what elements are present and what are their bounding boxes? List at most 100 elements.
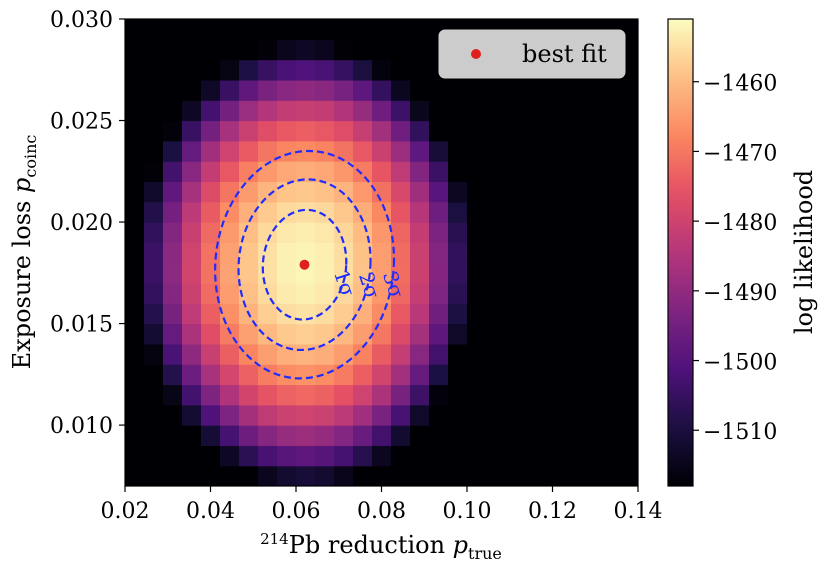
heatmap-cell <box>410 120 430 142</box>
heatmap-cell <box>353 343 373 365</box>
heatmap-cell <box>258 161 278 183</box>
heatmap-cell <box>600 242 620 264</box>
heatmap-cell <box>201 140 221 162</box>
heatmap-cell <box>315 282 335 304</box>
heatmap-cell <box>467 384 487 406</box>
heatmap-cell <box>448 242 468 264</box>
heatmap-cell <box>277 222 297 243</box>
heatmap-cell <box>277 161 297 183</box>
heatmap-cell <box>467 222 487 243</box>
heatmap-cell <box>239 404 259 426</box>
heatmap-cell <box>372 445 392 467</box>
heatmap-cell <box>524 201 544 223</box>
heatmap-cell <box>391 242 411 264</box>
heatmap-cell <box>334 262 354 284</box>
heatmap-cell <box>201 425 221 446</box>
heatmap-cell <box>524 79 544 101</box>
heatmap-cell <box>201 100 221 122</box>
colorbar-gradient <box>668 19 693 486</box>
heatmap-cell <box>144 39 164 61</box>
heatmap-cell <box>429 120 449 142</box>
heatmap-cell <box>182 19 202 40</box>
heatmap-cell <box>448 161 468 183</box>
heatmap-cell <box>619 465 638 486</box>
heatmap-cell <box>581 100 601 122</box>
heatmap-cell <box>220 79 240 101</box>
heatmap-cell <box>600 404 620 426</box>
heatmap-cell <box>163 282 183 304</box>
heatmap-cell <box>391 404 411 426</box>
heatmap-cell <box>296 465 316 486</box>
colorbar-tick-label: −1460 <box>703 72 777 97</box>
heatmap-cell <box>182 39 202 61</box>
heatmap-cell <box>258 222 278 243</box>
heatmap-cell <box>391 343 411 365</box>
heatmap-cell <box>372 282 392 304</box>
heatmap-cell <box>144 404 164 426</box>
heatmap-cell <box>543 201 563 223</box>
heatmap-cell <box>144 140 164 162</box>
best-fit-marker-group <box>299 259 310 270</box>
x-tick-label: 0.12 <box>528 499 577 524</box>
heatmap-cell <box>448 140 468 162</box>
contour-2sigma <box>237 178 372 352</box>
heatmap-cell <box>220 303 240 325</box>
heatmap-cell <box>144 120 164 142</box>
heatmap-cell <box>391 465 411 486</box>
legend-best-fit-marker <box>471 49 481 59</box>
heatmap-cell <box>163 262 183 284</box>
heatmap-cell <box>258 242 278 264</box>
heatmap-cell <box>315 323 335 345</box>
heatmap-cell <box>239 425 259 446</box>
heatmap-cell <box>163 201 183 223</box>
heatmap-cell <box>163 303 183 325</box>
heatmap-cell <box>581 201 601 223</box>
heatmap-cell <box>201 384 221 406</box>
heatmap-cell <box>315 39 335 61</box>
heatmap-cell <box>182 384 202 406</box>
heatmap-cell <box>277 39 297 61</box>
heatmap-cell <box>144 323 164 345</box>
heatmap-cell <box>562 181 582 203</box>
heatmap-cell <box>277 100 297 122</box>
heatmap-cell <box>448 120 468 142</box>
heatmap-cell <box>429 404 449 426</box>
colorbar-ticks: −1460 −1470 −1480 −1490 −1500 −1510 <box>693 72 777 445</box>
heatmap-cell <box>258 262 278 284</box>
heatmap-cell <box>524 120 544 142</box>
heatmap-cell <box>581 404 601 426</box>
heatmap-cell <box>505 364 525 386</box>
heatmap-cell <box>486 282 506 304</box>
y-tick-label: 0.020 <box>50 211 113 236</box>
heatmap-cell <box>201 303 221 325</box>
heatmap-cell <box>543 262 563 284</box>
heatmap-cell <box>581 303 601 325</box>
heatmap-cell <box>353 465 373 486</box>
heatmap-cell <box>410 19 430 40</box>
heatmap-cell <box>334 364 354 386</box>
heatmap-cell <box>353 140 373 162</box>
heatmap-cell <box>372 425 392 446</box>
heatmap-cell <box>277 303 297 325</box>
heatmap-cell <box>448 282 468 304</box>
heatmap-cell <box>391 303 411 325</box>
heatmap-cell <box>144 222 164 243</box>
heatmap-cell <box>220 39 240 61</box>
y-axis-label-main: Exposure loss <box>8 193 36 369</box>
heatmap-cell <box>163 79 183 101</box>
heatmap-cell <box>448 262 468 284</box>
heatmap-cell <box>372 59 392 81</box>
heatmap-cell <box>600 79 620 101</box>
heatmap-cell <box>277 282 297 304</box>
heatmap-cell <box>448 303 468 325</box>
heatmap-cell <box>296 384 316 406</box>
heatmap-cell <box>543 343 563 365</box>
heatmap-cell <box>239 242 259 264</box>
heatmap-cell <box>182 303 202 325</box>
heatmap-cell <box>372 140 392 162</box>
heatmap-cell <box>429 161 449 183</box>
heatmap-cell <box>201 404 221 426</box>
heatmap-cell <box>543 181 563 203</box>
heatmap-cell <box>353 425 373 446</box>
